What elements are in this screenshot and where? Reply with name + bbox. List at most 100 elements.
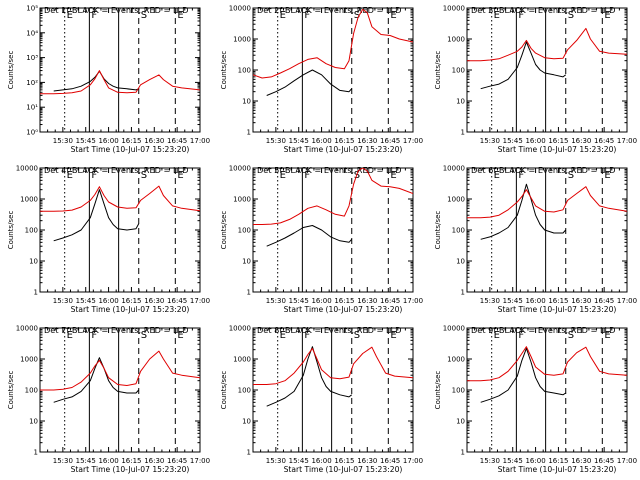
marker-label: E [67,170,73,181]
x-tick-label: 17:00 [403,457,423,465]
detector-panel-4: Det 4f BLACK = Events, RED = LLD11010010… [7,165,210,315]
x-tick-label: 16:00 [311,137,331,145]
x-tick-label: 16:15 [334,137,354,145]
marker-label: S [141,10,147,21]
plot-frame [252,327,414,453]
series-line-events [480,183,567,240]
marker-label: E [67,10,73,21]
x-tick-label: 16:30 [357,297,377,305]
y-tick-label: 1000 [20,196,38,204]
y-tick-label: 10000 [443,325,465,333]
x-tick-label: 15:45 [76,457,96,465]
marker-label: F [518,170,524,181]
series-line-lld [253,8,413,79]
x-tick-label: 15:30 [480,457,500,465]
x-tick-label: 15:45 [289,297,309,305]
x-tick-label: 16:00 [525,457,545,465]
y-tick-label: 10⁵ [26,5,38,13]
detector-panel-2: Det 2f BLACK = Events, RED = LLD11010010… [220,5,423,155]
x-tick-label: 15:45 [503,297,523,305]
x-tick-label: 17:00 [190,297,210,305]
x-tick-label: 16:45 [380,457,400,465]
series-line-events [53,357,140,403]
y-tick-label: 100 [452,67,465,75]
marker-label: E [604,10,610,21]
marker-label: E [494,330,500,341]
y-tick-label: 100 [452,227,465,235]
y-tick-label: 10000 [229,165,251,173]
y-tick-label: 10 [242,418,251,426]
y-axis-label: Counts/sec [7,211,15,250]
x-axis-label: Start Time (10-Jul-07 15:23:20) [284,305,403,314]
y-tick-label: 10¹ [26,104,38,112]
x-axis-label: Start Time (10-Jul-07 15:23:20) [71,145,190,154]
series-line-events [53,70,139,92]
y-tick-label: 100 [25,227,38,235]
detector-panel-1: Det 1f BLACK = Events, RED = LLD10⁰10¹10… [7,5,210,155]
y-tick-label: 1000 [233,196,251,204]
x-tick-label: 16:00 [98,457,118,465]
series-line-events [266,225,353,247]
series-line-lld [467,186,627,219]
x-axis-label: Start Time (10-Jul-07 15:23:20) [71,305,190,314]
y-tick-label: 1000 [233,356,251,364]
marker-label: S [568,170,574,181]
series-group [467,346,627,403]
series-line-lld [40,185,200,212]
x-axis-label: Start Time (10-Jul-07 15:23:20) [498,465,617,474]
y-tick-label: 10 [242,258,251,266]
x-tick-label: 16:30 [357,137,377,145]
marker-label: E [177,330,183,341]
y-tick-label: 1000 [447,356,465,364]
plot-frame [466,7,628,133]
series-line-events [266,69,353,96]
marker-label: F [304,170,310,181]
y-tick-label: 1 [461,449,465,457]
x-tick-label: 16:45 [380,297,400,305]
y-tick-label: 10 [29,418,38,426]
x-tick-label: 15:30 [53,137,73,145]
y-tick-label: 10⁴ [26,29,38,37]
y-tick-label: 10³ [26,54,38,62]
x-tick-label: 17:00 [190,137,210,145]
x-tick-label: 16:15 [548,137,568,145]
series-line-lld [253,346,413,385]
y-axis-label: Counts/sec [220,371,228,410]
series-group [467,183,627,240]
series-group [253,346,413,407]
y-tick-label: 1 [247,129,251,137]
marker-label: F [518,10,524,21]
x-tick-label: 16:15 [121,457,141,465]
y-tick-label: 10000 [16,325,38,333]
detector-panel-7: Det 7f BLACK = Events, RED = LLD11010010… [7,325,210,475]
marker-label: S [568,330,574,341]
y-tick-label: 10 [456,258,465,266]
series-line-lld [40,70,200,95]
series-line-events [480,347,566,403]
marker-label: F [91,170,97,181]
y-axis-label: Counts/sec [220,211,228,250]
series-line-events [53,189,140,242]
marker-label: F [518,330,524,341]
x-tick-label: 17:00 [190,457,210,465]
y-tick-label: 10⁰ [26,129,38,137]
x-tick-label: 16:30 [144,457,164,465]
y-tick-label: 1 [34,289,38,297]
x-tick-label: 16:00 [98,297,118,305]
marker-label: E [494,170,500,181]
y-axis-label: Counts/sec [7,371,15,410]
y-tick-label: 10000 [443,165,465,173]
y-tick-label: 10000 [16,165,38,173]
x-tick-label: 16:00 [525,297,545,305]
x-tick-label: 16:45 [380,137,400,145]
y-tick-label: 1000 [447,36,465,44]
marker-label: E [390,170,396,181]
plot-frame [39,327,201,453]
y-tick-label: 1 [34,449,38,457]
marker-label: E [494,10,500,21]
y-tick-label: 10 [29,258,38,266]
marker-label: E [390,10,396,21]
marker-label: S [568,10,574,21]
y-axis-label: Counts/sec [434,51,442,90]
